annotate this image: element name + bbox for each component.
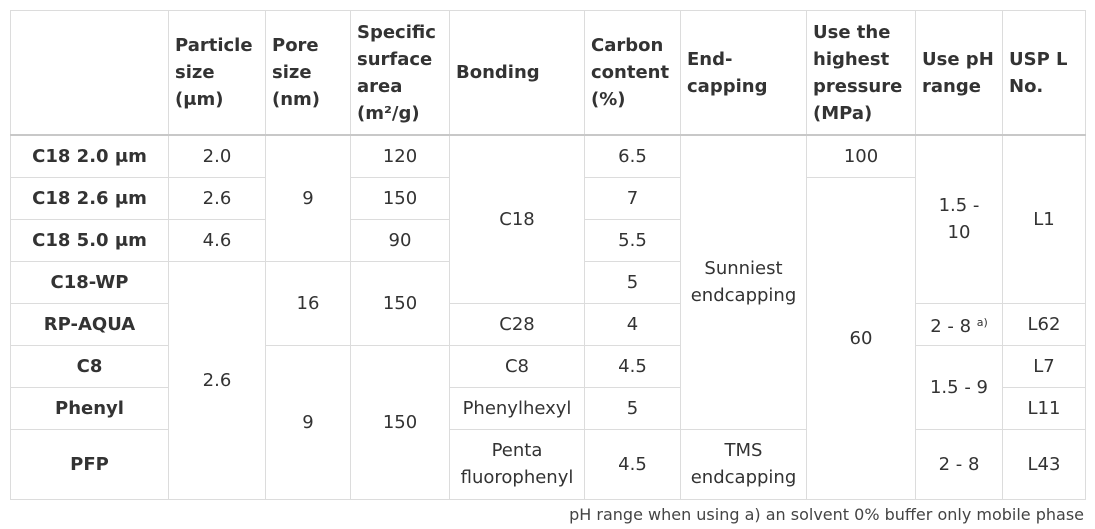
cell: 7 bbox=[584, 176, 681, 220]
header-row: Particle size (μm) Pore size (nm) Specif… bbox=[10, 10, 1086, 136]
cell: 4.5 bbox=[584, 344, 681, 388]
cell: 120 bbox=[350, 134, 450, 178]
cell: 4.6 bbox=[168, 218, 266, 262]
cell: 150 bbox=[350, 344, 450, 500]
cell: L43 bbox=[1002, 428, 1086, 500]
header-cell: End-capping bbox=[680, 10, 807, 136]
header-cell: USP L No. bbox=[1002, 10, 1086, 136]
header-cell: Use pH range bbox=[915, 10, 1003, 136]
product: C18 2.6 μm bbox=[10, 176, 169, 220]
footnote-mark: a) bbox=[976, 315, 988, 329]
cell: TMS endcapping bbox=[680, 428, 807, 500]
footnote: pH range when using a) an solvent 0% buf… bbox=[569, 505, 1084, 524]
header-cell: Carbon content (%) bbox=[584, 10, 681, 136]
cell: 5 bbox=[584, 386, 681, 430]
cell: 6.5 bbox=[584, 134, 681, 178]
cell: L62 bbox=[1002, 302, 1086, 346]
product: PFP bbox=[10, 428, 169, 500]
cell: 9 bbox=[265, 344, 351, 500]
cell: 150 bbox=[350, 260, 450, 346]
cell: L7 bbox=[1002, 344, 1086, 388]
cell: C18 bbox=[449, 134, 585, 304]
row: C18 2.6 μm 2.6 150 7 60 bbox=[10, 176, 1086, 500]
cell: 2.6 bbox=[168, 260, 266, 500]
cell: 1.5 - 9 bbox=[915, 344, 1003, 430]
header-cell: Particle size (μm) bbox=[168, 10, 266, 136]
row: C18 5.0 μm 4.6 90 5.5 bbox=[10, 218, 1086, 262]
spec-table: Particle size (μm) Pore size (nm) Specif… bbox=[10, 10, 1086, 500]
cell: 150 bbox=[350, 176, 450, 220]
header-cell: Pore size (nm) bbox=[265, 10, 351, 136]
product: C18-WP bbox=[10, 260, 169, 304]
cell: Penta fluorophenyl bbox=[449, 428, 585, 500]
cell: 2 - 8 bbox=[915, 428, 1003, 500]
cell: 100 bbox=[806, 134, 916, 178]
cell: 2.0 bbox=[168, 134, 266, 178]
cell: 90 bbox=[350, 218, 450, 262]
product: RP-AQUA bbox=[10, 302, 169, 346]
cell: 4 bbox=[584, 302, 681, 346]
header-cell: Specific surface area (m²/g) bbox=[350, 10, 450, 136]
header-cell: Bonding bbox=[449, 10, 585, 136]
row: C8 9 150 C8 4.5 1.5 - 9 L7 bbox=[10, 344, 1086, 500]
cell: 2 - 8 a) bbox=[915, 302, 1003, 346]
row: C18-WP 2.6 16 150 5 bbox=[10, 260, 1086, 500]
cell: 2.6 bbox=[168, 176, 266, 220]
cell: 16 bbox=[265, 260, 351, 346]
cell: L1 bbox=[1002, 134, 1086, 304]
cell: C28 bbox=[449, 302, 585, 346]
cell-text: 2 - 8 bbox=[930, 315, 972, 337]
cell: C8 bbox=[449, 344, 585, 388]
cell: 4.5 bbox=[584, 428, 681, 500]
cell: Sunniest endcapping bbox=[680, 134, 807, 430]
cell: 5 bbox=[584, 260, 681, 304]
row: RP-AQUA C28 4 2 - 8 a) L62 bbox=[10, 302, 1086, 346]
header-cell: Use the highest pressure (MPa) bbox=[806, 10, 916, 136]
cell: L11 bbox=[1002, 386, 1086, 430]
product: C18 5.0 μm bbox=[10, 218, 169, 262]
row: C18 2.0 μm 2.0 9 120 C18 6.5 Sunniest en… bbox=[10, 134, 1086, 430]
header-cell bbox=[10, 10, 169, 136]
cell: 5.5 bbox=[584, 218, 681, 262]
product: C8 bbox=[10, 344, 169, 388]
product: Phenyl bbox=[10, 386, 169, 430]
cell: 60 bbox=[806, 176, 916, 500]
product: C18 2.0 μm bbox=[10, 134, 169, 178]
cell: Phenylhexyl bbox=[449, 386, 585, 430]
row: PFP Penta fluorophenyl 4.5 TMS endcappin… bbox=[10, 428, 1086, 500]
row: Phenyl Phenylhexyl 5 L11 bbox=[10, 386, 1086, 430]
cell: 9 bbox=[265, 134, 351, 262]
cell: 1.5 - 10 bbox=[915, 134, 1003, 304]
